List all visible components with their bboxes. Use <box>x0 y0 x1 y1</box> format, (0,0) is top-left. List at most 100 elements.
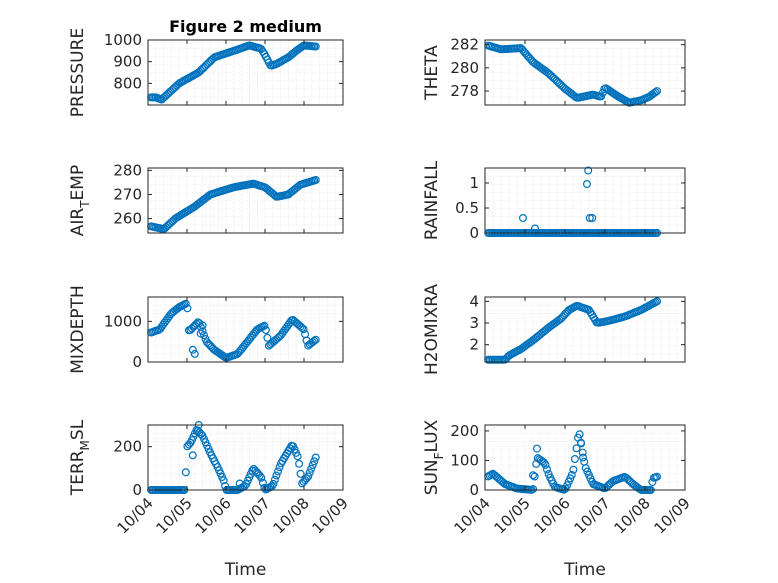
data-point <box>248 466 257 475</box>
panel-theta: 278 280 282 THETA <box>422 36 686 107</box>
data-point <box>235 479 244 488</box>
x-tick-label: 10/06 <box>192 494 235 537</box>
data-point <box>263 333 272 342</box>
data-point <box>651 298 660 307</box>
chart-title: Figure 2 medium <box>169 17 322 36</box>
axes-frame <box>147 424 344 491</box>
data-point <box>580 457 589 466</box>
data-point <box>585 214 594 223</box>
data-point <box>308 461 317 470</box>
y-tick-label: 280 <box>113 161 142 179</box>
axes-frame <box>484 39 686 106</box>
y-tick-label: 0 <box>132 481 142 499</box>
data-point <box>181 299 190 308</box>
y-tick-label: 280 <box>450 59 479 77</box>
y-tick-label: 4 <box>469 292 479 310</box>
x-tick-label: 10/08 <box>270 494 313 537</box>
panel-rainfall: 0 0.5 1 RAINFALL <box>422 160 686 242</box>
axes-frame <box>147 39 344 106</box>
data-point <box>190 349 199 358</box>
data-point <box>651 88 660 97</box>
data-point <box>572 444 581 453</box>
data-point <box>198 327 207 336</box>
y-tick-label: 260 <box>113 210 142 228</box>
data-point <box>299 325 308 334</box>
data-point <box>261 326 270 335</box>
x-tick-label: 10/04 <box>451 494 494 537</box>
data-point <box>311 335 320 344</box>
data-point <box>188 451 197 460</box>
panel-pressure: 800 900 1000 PRESSURE Figure 2 medium <box>68 17 344 117</box>
y-tick-label: 200 <box>113 438 142 456</box>
y-axis-label: TERRMSL <box>68 419 92 496</box>
x-tick-label: 10/07 <box>231 494 274 537</box>
panel-h2omixra: 2 3 4 H2OMIXRA <box>422 284 686 375</box>
x-tick-label: 10/08 <box>611 494 654 537</box>
data-point <box>530 224 539 233</box>
y-tick-label: 0 <box>132 353 142 371</box>
y-tick-label: 2 <box>469 336 479 354</box>
data-point <box>588 214 597 223</box>
y-tick-label: 0 <box>469 481 479 499</box>
data-point <box>311 453 320 462</box>
data-point <box>269 479 278 488</box>
data-point <box>652 87 661 96</box>
axes-frame <box>484 296 686 363</box>
data-point <box>270 475 279 484</box>
data-point <box>518 214 527 223</box>
data-point <box>219 476 228 485</box>
data-point <box>188 345 197 354</box>
x-axis-label: Time <box>563 560 606 580</box>
data-point <box>578 448 587 457</box>
y-tick-label: 200 <box>450 422 479 440</box>
y-tick-label: 100 <box>450 451 479 469</box>
data-point <box>529 485 538 494</box>
data-point <box>311 42 320 51</box>
data-point <box>274 467 283 476</box>
y-tick-label: 3 <box>469 314 479 332</box>
y-tick-label: 1000 <box>104 312 142 330</box>
axes-frame <box>147 167 344 234</box>
data-point <box>311 176 320 185</box>
data-point <box>578 453 587 462</box>
axes-frame <box>484 167 686 234</box>
y-axis-label: AIRTEMP <box>68 165 92 236</box>
data-point <box>582 180 591 189</box>
data-point <box>293 452 302 461</box>
data-point <box>255 471 264 480</box>
axes-frame <box>484 424 686 491</box>
data-point <box>652 297 661 306</box>
data-point <box>530 472 539 481</box>
data-point <box>260 321 269 330</box>
data-point <box>181 468 190 477</box>
data-point <box>295 459 304 468</box>
y-tick-label: 800 <box>113 74 142 92</box>
data-point <box>542 465 551 474</box>
data-point <box>305 468 314 477</box>
y-axis-label: RAINFALL <box>422 160 442 240</box>
data-point <box>183 304 192 313</box>
x-tick-label: 10/07 <box>571 494 614 537</box>
x-tick-label: 10/09 <box>309 494 352 537</box>
x-axis-label: Time <box>224 560 267 580</box>
data-point <box>487 470 496 479</box>
y-tick-label: 0 <box>469 224 479 242</box>
y-axis-label: SUNFLUX <box>422 419 446 495</box>
x-tick-label: 10/06 <box>531 494 574 537</box>
data-point <box>275 463 284 472</box>
data-point <box>272 471 281 480</box>
y-axis-label: PRESSURE <box>68 28 88 117</box>
y-axis-label: H2OMIXRA <box>422 284 442 375</box>
y-axis-label: MIXDEPTH <box>68 285 88 374</box>
y-tick-label: 270 <box>113 185 142 203</box>
panel-air-temp: 260 270 280 AIRTEMP <box>68 161 344 236</box>
data-point <box>198 321 207 330</box>
data-point <box>576 438 585 447</box>
data-point <box>652 472 661 481</box>
data-point <box>258 478 267 487</box>
panel-mixdepth: 0 1000 MIXDEPTH <box>68 285 344 374</box>
x-tick-label: 10/05 <box>153 494 196 537</box>
data-point <box>296 469 305 478</box>
